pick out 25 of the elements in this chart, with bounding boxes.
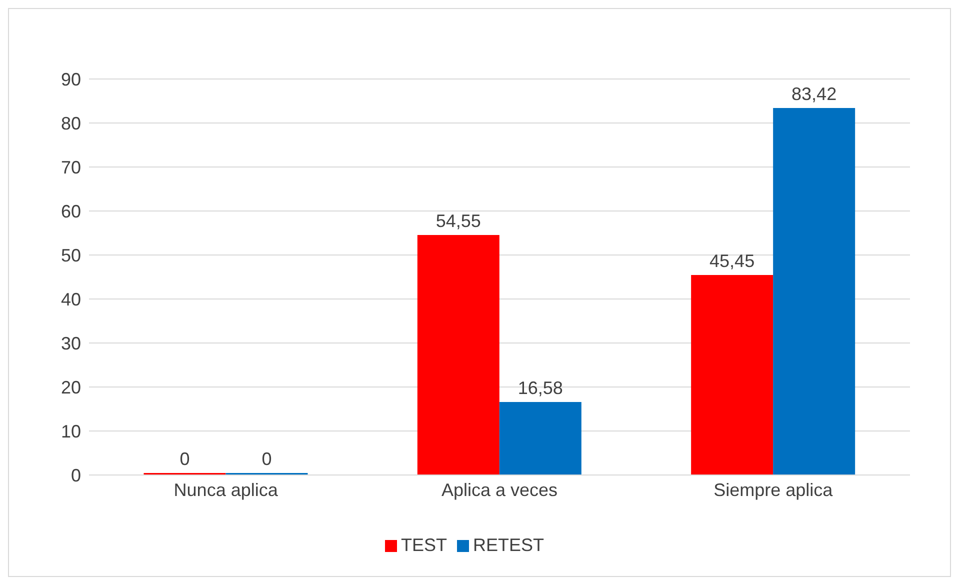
data-label: 16,58 bbox=[518, 378, 563, 398]
bar bbox=[499, 402, 582, 475]
y-tick-label: 80 bbox=[60, 113, 81, 134]
bar bbox=[691, 275, 774, 475]
y-tick-label: 40 bbox=[60, 289, 81, 310]
bar bbox=[417, 234, 500, 475]
y-tick-label: 70 bbox=[60, 157, 81, 178]
y-tick-label: 50 bbox=[60, 245, 81, 266]
data-label: 54,55 bbox=[436, 210, 481, 231]
y-tick-label: 20 bbox=[60, 377, 81, 398]
data-label: 0 bbox=[180, 449, 190, 469]
legend-label: TEST bbox=[400, 535, 447, 555]
data-label: 83,42 bbox=[792, 84, 837, 104]
bar bbox=[773, 108, 856, 475]
y-tick-label: 30 bbox=[60, 333, 81, 354]
x-tick-label: Nunca aplica bbox=[174, 480, 279, 500]
y-tick-label: 90 bbox=[60, 69, 81, 90]
legend-label: RETEST bbox=[473, 535, 544, 555]
data-label: 45,45 bbox=[710, 251, 755, 272]
data-label: 0 bbox=[262, 449, 272, 469]
y-tick-label: 10 bbox=[60, 421, 81, 442]
y-tick-label: 60 bbox=[60, 201, 81, 222]
x-tick-label: Aplica a veces bbox=[441, 480, 558, 500]
y-tick-label: 0 bbox=[70, 465, 81, 486]
x-tick-label: Siempre aplica bbox=[714, 480, 834, 500]
